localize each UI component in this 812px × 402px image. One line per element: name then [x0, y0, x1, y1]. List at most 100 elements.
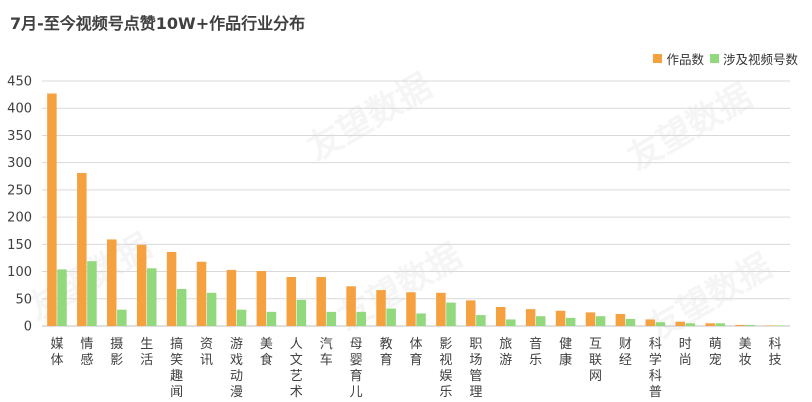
- bar-series2: [266, 311, 277, 326]
- bar-series1: [495, 306, 506, 326]
- bar-series2: [57, 269, 67, 326]
- bar-series1: [77, 173, 87, 326]
- x-tick-label: 娱: [439, 369, 452, 384]
- y-tick-label: 150: [7, 238, 32, 253]
- x-tick-label: 育: [350, 368, 363, 384]
- x-tick-label: 漫: [230, 385, 243, 400]
- bar-series1: [705, 323, 715, 326]
- x-tick-label: 网: [589, 369, 602, 384]
- x-tick-label: 联: [589, 353, 602, 368]
- bar-series2: [236, 309, 247, 326]
- y-tick-label: 450: [7, 75, 32, 90]
- x-tick-label: 艺: [290, 369, 303, 384]
- legend: 作品数 涉及视频号数: [647, 49, 798, 68]
- x-tick-label: 情: [80, 337, 93, 352]
- x-tick-label: 互: [589, 337, 602, 352]
- x-tick-label: 健: [559, 337, 572, 352]
- x-tick-label: 戏: [230, 353, 243, 368]
- x-tick-label: 摄: [110, 337, 123, 352]
- bar-series2: [565, 317, 576, 326]
- bar-series2: [476, 315, 486, 326]
- x-tick-label: 经: [619, 353, 632, 368]
- bar-series2: [147, 268, 157, 326]
- x-tick-label: 车: [320, 352, 333, 368]
- x-tick-label: 文: [290, 353, 303, 368]
- chart-title: 7月-至今视频号点赞10W+作品行业分布: [10, 14, 306, 33]
- x-tick-label: 职: [469, 337, 482, 352]
- bar-series1: [376, 290, 386, 326]
- y-tick-label: 100: [7, 265, 32, 280]
- bar-series1: [735, 324, 745, 326]
- legend-swatch-series1: [653, 54, 663, 63]
- bar-series1: [525, 309, 536, 326]
- x-tick-label: 管: [469, 369, 482, 384]
- bar-series1: [765, 325, 775, 326]
- x-tick-label: 旅: [499, 337, 512, 352]
- bar-series2: [535, 316, 546, 326]
- x-tick-label: 普: [649, 385, 662, 400]
- bar-series1: [615, 314, 626, 326]
- bar-series2: [356, 311, 366, 326]
- x-tick-label: 闻: [170, 385, 183, 400]
- bar-series1: [555, 310, 566, 326]
- bar-series2: [506, 319, 516, 326]
- bar-series2: [625, 318, 636, 326]
- bar-series1: [436, 292, 446, 326]
- x-tick-label: 时: [679, 337, 692, 352]
- x-tick-label: 讯: [200, 353, 213, 368]
- legend-item-series1: 作品数: [653, 49, 704, 68]
- x-tick-label: 科: [769, 337, 782, 352]
- bar-series2: [386, 308, 396, 326]
- x-tick-label: 母: [350, 337, 363, 352]
- bar-series1: [645, 319, 656, 326]
- y-tick-label: 0: [24, 320, 32, 335]
- x-tick-label: 学: [649, 352, 662, 368]
- x-tick-label: 影: [439, 337, 452, 352]
- bar-series2: [326, 311, 337, 326]
- bar-series2: [87, 261, 97, 326]
- legend-label-series2: 涉及视频号数: [722, 52, 798, 67]
- x-tick-label: 搞: [170, 336, 183, 352]
- x-tick-label: 财: [619, 337, 632, 352]
- y-tick-label: 400: [7, 102, 32, 117]
- bar-series1: [166, 251, 177, 326]
- bar-series2: [206, 292, 217, 326]
- x-tick-label: 影: [110, 353, 123, 368]
- legend-label-series1: 作品数: [666, 52, 704, 67]
- x-tick-label: 妆: [739, 353, 752, 368]
- bar-series1: [107, 239, 117, 326]
- y-tick-label: 350: [7, 129, 32, 144]
- y-tick-label: 50: [15, 292, 32, 307]
- x-tick-label: 笑: [170, 352, 183, 368]
- x-tick-label: 理: [469, 385, 482, 400]
- bar-series2: [715, 323, 725, 326]
- bar-series1: [196, 261, 207, 326]
- bar-series1: [47, 93, 57, 327]
- bar-series1: [675, 321, 685, 326]
- bar-series1: [226, 269, 237, 326]
- bar-series2: [745, 324, 755, 326]
- bar-series1: [585, 312, 596, 326]
- bar-series2: [416, 313, 426, 326]
- legend-item-series2: 涉及视频号数: [709, 49, 798, 68]
- bar-series2: [685, 323, 696, 326]
- x-tick-label: 美: [739, 337, 752, 352]
- bar-series1: [136, 244, 147, 326]
- bar-series2: [655, 322, 666, 326]
- x-tick-label: 体: [409, 337, 422, 352]
- x-tick-label: 体: [50, 353, 63, 368]
- x-tick-label: 技: [769, 353, 782, 368]
- x-tick-label: 康: [559, 352, 572, 368]
- x-tick-label: 活: [140, 353, 153, 368]
- x-tick-label: 育: [380, 352, 393, 368]
- x-tick-label: 教: [380, 336, 393, 352]
- x-tick-label: 汽: [320, 337, 333, 352]
- x-tick-label: 萌: [709, 337, 722, 352]
- x-tick-label: 宠: [709, 352, 722, 368]
- x-tick-label: 音: [529, 336, 542, 352]
- x-tick-label: 游: [230, 337, 243, 352]
- bar-series2: [117, 309, 127, 326]
- x-tick-label: 视: [439, 353, 452, 368]
- x-tick-label: 尚: [679, 353, 692, 368]
- bar-series2: [595, 316, 606, 326]
